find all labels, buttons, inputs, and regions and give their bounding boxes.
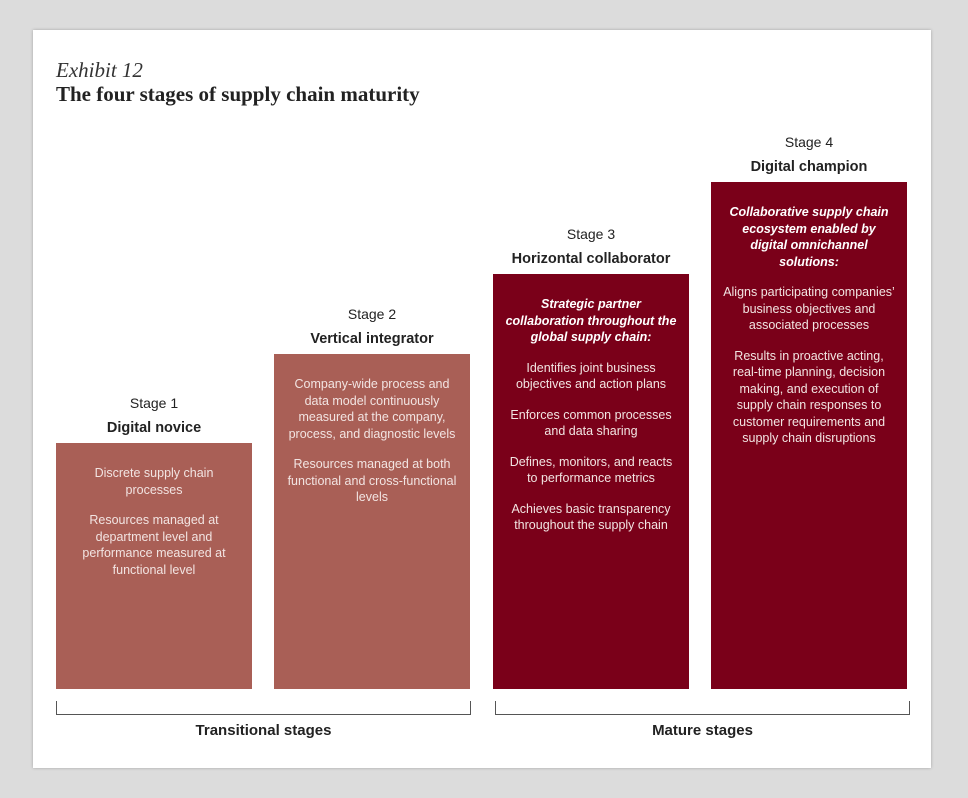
stage-1-item: Discrete supply chain processes [94,466,214,497]
transitional-label: Transitional stages [195,722,332,739]
stage-2-header: Stage 2 Vertical integrator [274,306,470,347]
mature-bracket [495,701,910,715]
stage-2-bar: Company-wide process and data model cont… [274,354,470,689]
stage-2-item: Company-wide process and data model cont… [288,377,456,441]
stage-3-item: Achieves basic transparency throughout t… [511,501,671,533]
stage-1-item: Resources managed at department level an… [82,513,226,577]
stage-1-name: Digital novice [106,420,202,436]
stage-1-number: Stage 1 [129,395,179,411]
stage-3-item: Defines, monitors, and reacts to perform… [509,454,673,486]
stage-4-name: Digital champion [750,159,868,175]
stage-3-lead: Strategic partner collaboration througho… [505,297,677,344]
stage-3-bar: Strategic partner collaboration througho… [493,274,689,689]
stage-4-number: Stage 4 [784,134,834,150]
exhibit-label: Exhibit 12 [56,58,143,82]
stage-1-bar: Discrete supply chain processes Resource… [56,443,252,689]
stage-4-item: Results in proactive acting, real-time p… [732,348,886,446]
transitional-bracket [56,701,471,715]
exhibit-page: Exhibit 12 The four stages of supply cha… [33,30,931,768]
stage-2-item: Resources managed at both functional and… [287,457,457,504]
stage-4-bar: Collaborative supply chain ecosystem ena… [711,182,907,689]
stage-2-name: Vertical integrator [310,331,434,347]
page-title: The four stages of supply chain maturity [56,82,420,106]
stage-3-item: Enforces common processes and data shari… [510,407,672,439]
stage-1-header: Stage 1 Digital novice [56,395,252,436]
stage-3-item: Identifies joint business objectives and… [515,360,667,392]
stage-4-item: Aligns participating companies’ business… [723,285,895,332]
stage-4-lead: Collaborative supply chain ecosystem ena… [729,205,889,269]
stage-3-header: Stage 3 Horizontal collaborator [493,226,689,267]
stage-3-name: Horizontal collaborator [511,251,671,267]
mature-label: Mature stages [652,722,753,739]
stage-3-number: Stage 3 [566,226,616,242]
stage-4-header: Stage 4 Digital champion [711,134,907,175]
stage-2-number: Stage 2 [347,306,397,322]
